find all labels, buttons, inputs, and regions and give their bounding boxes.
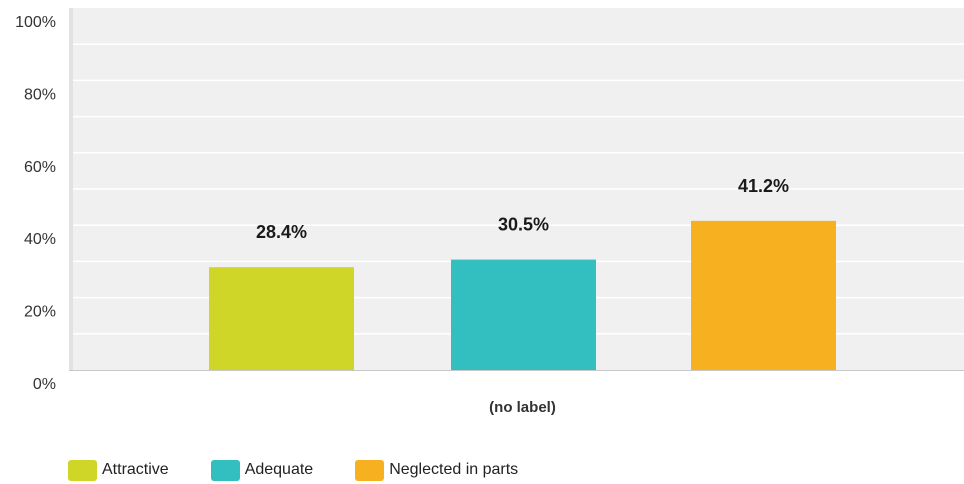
bar-data-labels: 28.4% 30.5% 41.2% — [256, 176, 789, 242]
legend-label: Neglected in parts — [389, 461, 519, 478]
bar-data-label: 41.2% — [738, 176, 789, 196]
x-axis-label: (no label) — [489, 399, 556, 416]
y-tick-labels: 0% 20% 40% 60% 80% 100% — [15, 14, 56, 393]
y-tick-label: 80% — [24, 86, 56, 103]
legend-swatch — [210, 459, 240, 481]
bar-adequate[interactable] — [451, 259, 596, 370]
bar-neglected-in-parts[interactable] — [691, 220, 836, 370]
legend-label: Adequate — [244, 461, 314, 478]
legend-swatch — [355, 459, 385, 481]
y-tick-label: 40% — [24, 231, 56, 248]
y-tick-label: 60% — [24, 159, 56, 176]
legend-swatch — [68, 459, 97, 481]
y-tick-label: 100% — [15, 14, 56, 31]
bar-attractive[interactable] — [209, 267, 354, 370]
legend: Attractive Adequate Neglected in parts — [68, 458, 560, 482]
legend-item-adequate[interactable]: Adequate — [210, 459, 314, 481]
legend-label: Attractive — [102, 461, 169, 478]
bars — [209, 220, 836, 370]
y-axis-line — [69, 8, 73, 370]
legend-item-attractive[interactable]: Attractive — [68, 459, 169, 481]
y-tick-label: 0% — [33, 376, 56, 393]
bar-data-label: 28.4% — [256, 222, 307, 242]
legend-item-neglected-in-parts[interactable]: Neglected in parts — [355, 459, 519, 481]
bar-data-label: 30.5% — [498, 215, 549, 235]
y-tick-label: 20% — [24, 304, 56, 321]
